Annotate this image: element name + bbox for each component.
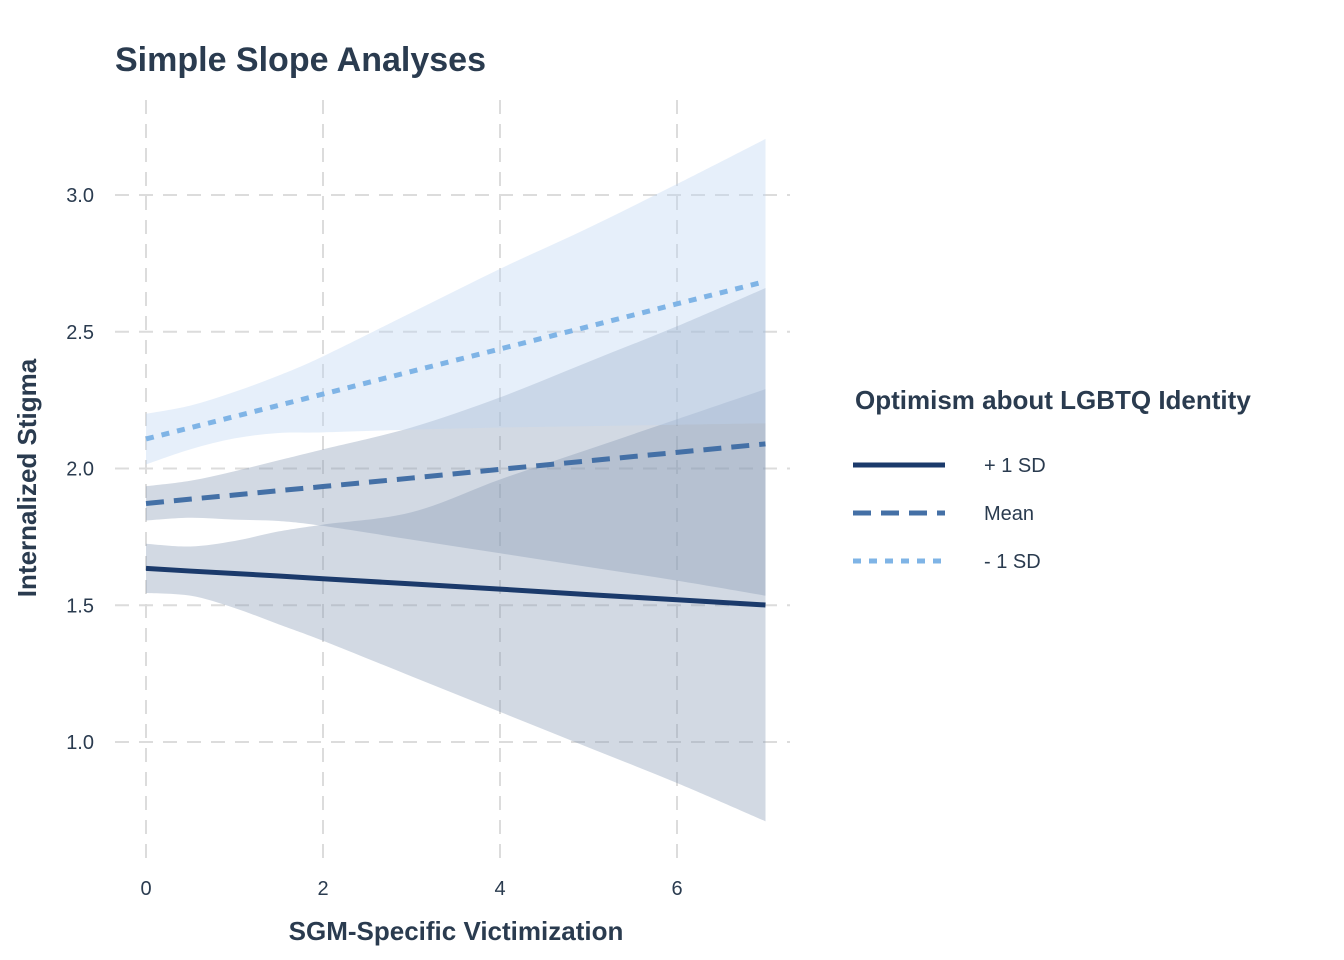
- x-tick-label: 0: [140, 878, 151, 900]
- legend-title: Optimism about LGBTQ Identity: [855, 385, 1251, 415]
- confidence-band-1-sd: [146, 138, 766, 465]
- y-tick-label: 1.5: [66, 595, 94, 617]
- y-tick-label: 1.0: [66, 732, 94, 754]
- x-axis-ticks: 0 2 4 6: [140, 878, 682, 900]
- y-tick-label: 2.0: [66, 459, 94, 481]
- y-tick-label: 3.0: [66, 185, 94, 207]
- chart-title: Simple Slope Analyses: [115, 41, 486, 79]
- series-lines: [145, 279, 767, 608]
- y-axis-ticks: 1.0 1.5 2.0 2.5 3.0: [66, 185, 94, 754]
- x-tick-label: 4: [494, 878, 505, 900]
- series-line-mean: [145, 441, 766, 506]
- legend: Optimism about LGBTQ Identity + 1 SD Mean…: [853, 385, 1251, 573]
- series-line-1-sd: [145, 279, 767, 442]
- series-line-1-sd: [145, 565, 766, 608]
- legend-label: Mean: [984, 503, 1034, 525]
- legend-label: + 1 SD: [984, 455, 1046, 477]
- x-tick-label: 6: [671, 878, 682, 900]
- grid: [115, 100, 790, 858]
- y-tick-label: 2.5: [66, 322, 94, 344]
- confidence-band-mean: [146, 287, 766, 596]
- y-axis-title: Internalized Stigma: [12, 358, 42, 597]
- confidence-bands: [146, 138, 766, 822]
- legend-items: + 1 SD Mean - 1 SD: [853, 455, 1046, 573]
- x-tick-label: 2: [317, 878, 328, 900]
- x-axis-title: SGM-Specific Victimization: [289, 916, 624, 946]
- confidence-band-1-sd: [146, 389, 766, 822]
- legend-label: - 1 SD: [984, 551, 1041, 573]
